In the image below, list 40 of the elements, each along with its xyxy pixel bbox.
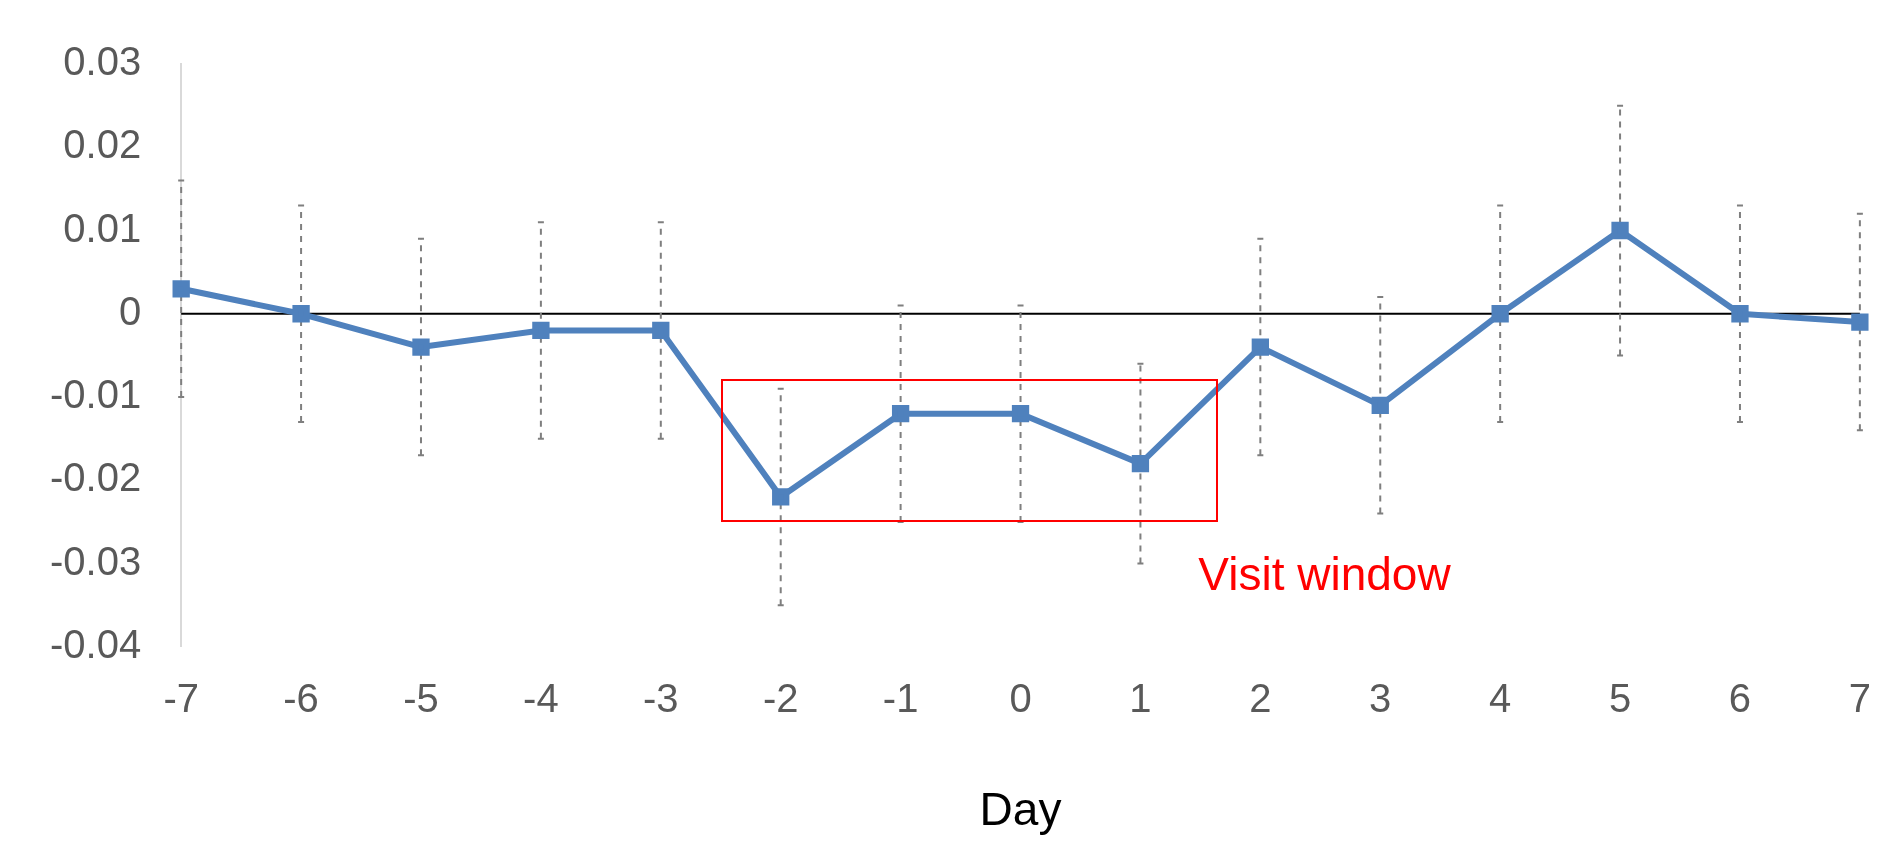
y-tick-label: -0.01 xyxy=(50,372,142,417)
point xyxy=(1251,338,1269,356)
point xyxy=(1371,396,1389,415)
point xyxy=(1611,221,1629,240)
point xyxy=(891,405,910,423)
point xyxy=(1731,305,1749,323)
y-tick-label: 0.01 xyxy=(63,205,142,250)
point xyxy=(652,321,670,340)
point xyxy=(772,488,790,506)
x-tick-label: -3 xyxy=(643,675,679,720)
point xyxy=(1491,305,1509,323)
x-tick-label: 0 xyxy=(1009,675,1032,720)
x-axis-title: Day xyxy=(979,783,1062,836)
y-tick-label: -0.02 xyxy=(50,455,142,500)
point xyxy=(172,280,190,298)
x-tick-label: 7 xyxy=(1848,675,1871,720)
y-tick-label: -0.03 xyxy=(50,538,142,583)
x-tick-label: -2 xyxy=(762,675,799,720)
point xyxy=(412,338,430,356)
x-tick-label: 6 xyxy=(1728,675,1752,720)
point xyxy=(1851,313,1869,331)
y-tick-label: 0.02 xyxy=(63,122,142,167)
x-tick-label: 1 xyxy=(1129,675,1152,720)
x-tick-label: -1 xyxy=(882,675,919,720)
x-tick-label: 4 xyxy=(1489,675,1512,720)
x-tick-label: -5 xyxy=(403,675,439,720)
x-tick-label: 5 xyxy=(1608,675,1632,720)
x-tick-label: 2 xyxy=(1249,675,1272,720)
y-tick-label: -0.04 xyxy=(50,621,142,666)
y-tick-label: 0.03 xyxy=(63,39,142,84)
x-tick-label: -6 xyxy=(283,675,319,720)
x-tick-label: -4 xyxy=(523,675,559,720)
y-tick-label: 0 xyxy=(118,288,142,333)
point xyxy=(1131,454,1150,473)
point xyxy=(1011,405,1030,423)
x-tick-label: -7 xyxy=(163,675,199,720)
point xyxy=(292,305,310,323)
x-tick-label: 3 xyxy=(1369,675,1392,720)
point xyxy=(532,321,550,340)
annotation: Visit window xyxy=(1198,546,1451,601)
